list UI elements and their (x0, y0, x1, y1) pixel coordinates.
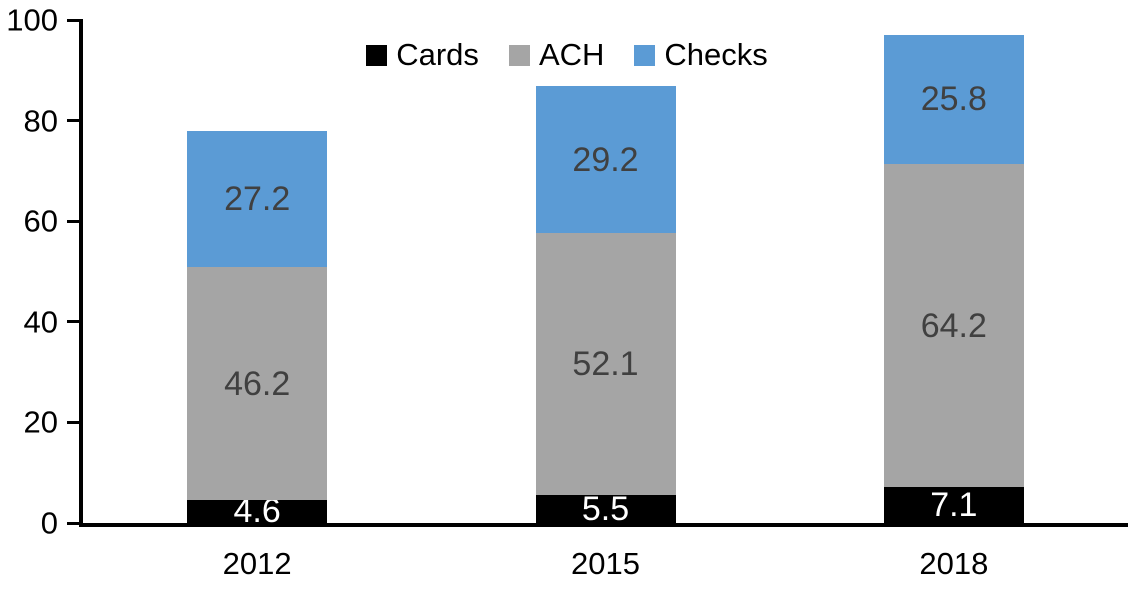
y-axis-tick-100 (67, 18, 83, 22)
bar-2015-cards: 5.5 (535, 490, 676, 529)
bar-value-label-2015-ach: 52.1 (572, 345, 639, 384)
y-axis-label-0: 0 (40, 505, 58, 541)
y-axis-label-20: 20 (23, 404, 58, 440)
bar-value-label-2012-checks: 27.2 (224, 180, 291, 219)
legend-swatch-cards (366, 44, 388, 66)
legend-label-checks: Checks (664, 37, 768, 72)
legend-item-ach: ACH (508, 37, 605, 73)
bar-value-label-2018-ach: 64.2 (920, 306, 987, 345)
bar-2018-cards: 7.1 (883, 486, 1024, 525)
y-axis-tick-0 (67, 521, 83, 525)
bar-value-label-2015-checks: 29.2 (572, 140, 639, 179)
x-axis-label-2015: 2015 (571, 546, 640, 581)
bar-2012-ach: 46.2 (187, 267, 328, 500)
bar-value-label-2018-cards: 7.1 (930, 486, 978, 525)
legend-swatch-ach (508, 44, 530, 66)
y-axis-tick-40 (67, 320, 83, 324)
chart-legend: Cards ACH Checks (0, 37, 1134, 73)
y-axis-label-60: 60 (23, 203, 58, 239)
y-axis-line (79, 20, 83, 527)
bar-2015-checks: 29.2 (535, 86, 676, 234)
legend-label-cards: Cards (396, 37, 479, 72)
bar-value-label-2018-checks: 25.8 (920, 80, 987, 119)
y-axis-label-100: 100 (6, 2, 58, 38)
bar-2015-ach: 52.1 (535, 233, 676, 496)
bar-value-label-2015-cards: 5.5 (581, 490, 630, 529)
legend-label-ach: ACH (538, 37, 605, 72)
x-axis-line (79, 523, 1128, 527)
bar-2018-ach: 64.2 (883, 164, 1024, 488)
legend-item-checks: Checks (634, 37, 768, 73)
y-axis-label-80: 80 (23, 103, 58, 139)
y-axis-tick-80 (67, 119, 83, 123)
y-axis-label-40: 40 (23, 304, 58, 340)
y-axis-tick-20 (67, 420, 83, 424)
legend-item-cards: Cards (366, 37, 479, 73)
bar-value-label-2012-ach: 46.2 (224, 364, 291, 403)
bar-2012-cards: 4.6 (187, 494, 328, 528)
bar-2018-checks: 25.8 (883, 34, 1024, 165)
x-axis-label-2012: 2012 (222, 546, 292, 581)
y-axis-tick-60 (67, 219, 83, 223)
legend-swatch-checks (634, 44, 656, 66)
bar-2012-checks: 27.2 (187, 130, 328, 268)
bar-value-label-2012-cards: 4.6 (233, 492, 281, 531)
x-axis-label-2018: 2018 (919, 546, 989, 581)
